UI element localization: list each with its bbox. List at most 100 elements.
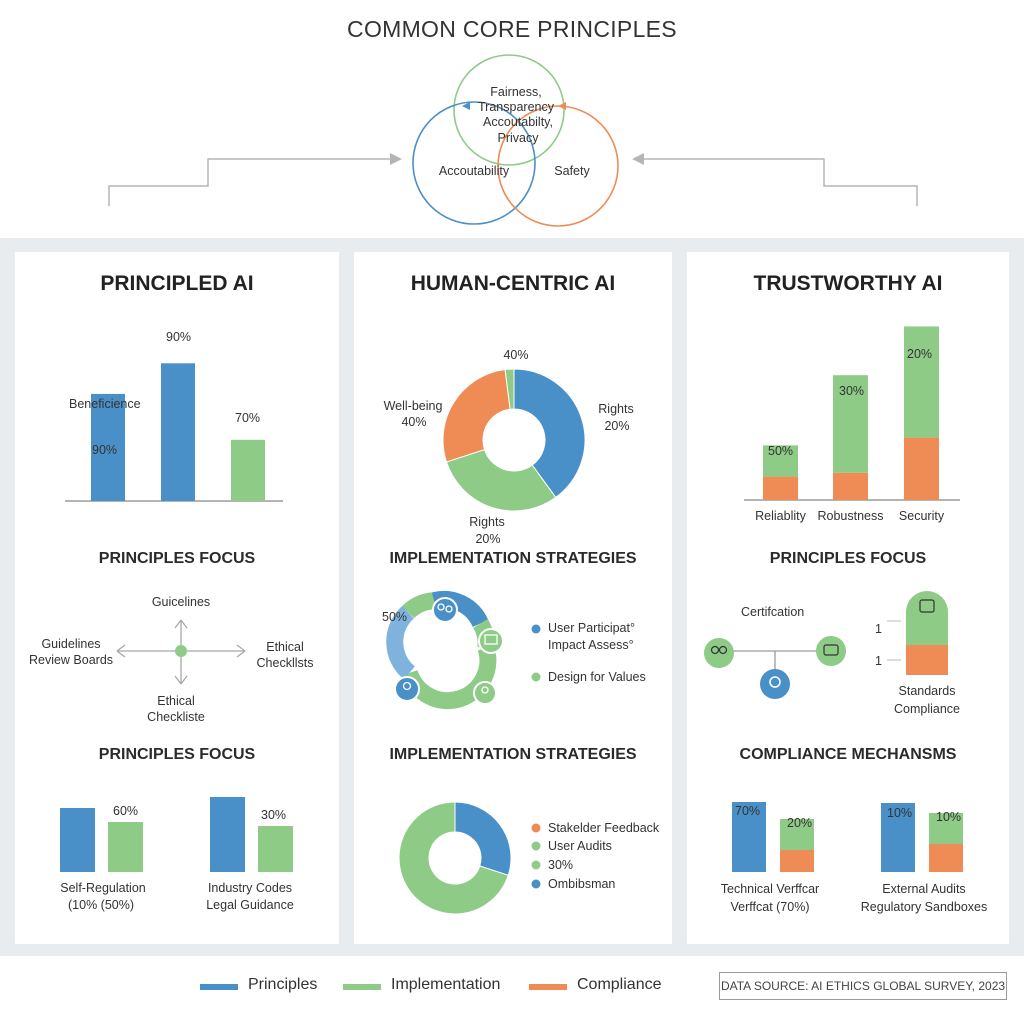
legend-dot-ombudsman <box>531 879 541 889</box>
beneficience-label: Beneficience <box>69 397 141 411</box>
group-1-implementation-bar <box>108 822 143 872</box>
bottom-group-2-caption-2: Legal Guidance <box>206 898 294 912</box>
comp-group-2-compliance-bar <box>929 844 963 872</box>
bottom-group-1-caption-2: (10% (50%) <box>68 898 134 912</box>
donut-slice-3 <box>442 369 511 463</box>
standards-caption-1: Standards <box>898 684 956 698</box>
venn-center-line-3: Accoutabilty, <box>483 115 553 129</box>
arrow-right-connector <box>642 158 918 206</box>
bottom-group-1-value: 60% <box>113 804 139 818</box>
venn-left-label: Accoutability <box>438 164 510 178</box>
compliance-label-1: 70% <box>735 804 761 818</box>
compliance-label-4: 10% <box>936 810 962 824</box>
panel-title: PRINCIPLED AI <box>100 272 254 295</box>
arrow-small-blue <box>462 102 470 110</box>
focus-arrow-left <box>116 644 126 658</box>
chat-icon <box>816 636 846 666</box>
data-source: DATA SOURCE: AI ETHICS GLOBAL SURVEY, 20… <box>719 972 1007 1000</box>
legend-swatch-principles <box>200 984 238 990</box>
legend-ombudsman: Ombibsman <box>548 877 616 891</box>
certification-label: Certifcation <box>741 605 805 619</box>
presentation-icon <box>478 628 504 654</box>
chart-principled-ai <box>60 363 293 872</box>
legend-dot-user-participation <box>531 624 541 634</box>
donut-bottom-label-1: Rights <box>469 515 505 529</box>
legend-user-participation: User Participat° <box>548 621 635 635</box>
impl-donut-slice-2 <box>398 801 509 915</box>
comp-group-1-compliance-bar <box>780 850 814 872</box>
certification-diagram <box>704 591 948 699</box>
category-label-3: Security <box>899 509 945 523</box>
stack-implementation-1 <box>763 445 798 477</box>
standards-caption-2: Compliance <box>893 702 961 716</box>
team-icon <box>704 638 734 668</box>
stack-compliance-3 <box>904 437 939 500</box>
implementation-strategies-title: IMPLEMENTATION STRATEGIES <box>389 550 637 567</box>
focus-bottom-label-2: Checkliste <box>147 710 205 724</box>
implementation-ring <box>386 590 541 889</box>
robustness-top-label: 30% <box>839 384 865 398</box>
donut-slice-2 <box>445 448 557 512</box>
principles-focus-title: PRINCIPLES FOCUS <box>98 550 256 567</box>
venn-circle-blue <box>412 101 536 225</box>
bottom-group-1-caption-1: Self-Regulation <box>60 881 146 895</box>
security-top-label: 20% <box>907 347 933 361</box>
panel-title: HUMAN-CENTRIC AI <box>410 272 616 295</box>
comp-group-2-principles-bar <box>881 803 915 872</box>
stack-compliance-1 <box>763 476 798 500</box>
panel-principled-ai: PRINCIPLED AI Beneficience 90% 90% 70% P… <box>15 252 339 944</box>
donut-left-label-2: 40% <box>401 415 427 429</box>
donut-right-label-1: Rights <box>598 402 634 416</box>
legend-compliance: Compliance <box>577 976 662 993</box>
impl-donut-slice-1 <box>454 801 512 876</box>
focus-left-label-2: Review Boards <box>28 653 114 667</box>
chart-trustworthy-ai: Reliablity Robustness Security <box>704 326 963 872</box>
legend-implementation: Implementation <box>391 976 501 993</box>
arrow-left-connector <box>108 158 392 206</box>
category-label-1: Reliablity <box>755 509 806 523</box>
tick-label-1: 1 <box>875 622 882 636</box>
legend-dot-user-audits <box>531 841 541 851</box>
capsule-green <box>906 591 948 645</box>
capsule-orange <box>906 645 948 675</box>
comp-group-2-implementation-bar <box>929 813 963 844</box>
focus-right-label-2: Checkllsts <box>256 656 314 670</box>
donut-slice-4 <box>504 368 515 410</box>
footer <box>0 956 1024 1024</box>
legend-user-audits: User Audits <box>548 839 612 853</box>
focus-right-label-1: Ethical <box>266 640 304 654</box>
venn-center-line-1: Fairness, <box>490 85 542 99</box>
legend-impact-assessment: Impact Assess° <box>548 638 634 652</box>
document-icon <box>919 599 935 613</box>
compliance-caption-1-2: Verffcat (70%) <box>730 900 810 914</box>
bar-1-value-label: 90% <box>92 443 118 457</box>
ring-segment-blue-left <box>386 605 416 680</box>
header-area: COMMON CORE PRINCIPLES Fairness, Transpa… <box>0 0 1024 238</box>
panel-title: TRUSTWORTHY AI <box>753 272 943 295</box>
bar-3-value-label: 70% <box>235 411 261 425</box>
bottom-group-2-caption-1: Industry Codes <box>207 881 293 895</box>
venn-center-line-4: Privacy <box>497 131 539 145</box>
legend-dot-design-values <box>531 672 541 682</box>
donut-slice-1 <box>513 368 586 499</box>
venn-right-label: Safety <box>554 164 590 178</box>
people-icon <box>432 597 458 623</box>
donut-left-label-1: Well-being <box>383 399 443 413</box>
venn-diagram <box>108 54 918 227</box>
bar-3 <box>231 439 265 501</box>
arrow-right-head <box>632 153 644 165</box>
focus-arrow-down <box>174 675 188 685</box>
bar-2-value-label: 90% <box>166 330 192 344</box>
arrow-left-head <box>390 153 402 165</box>
focus-bottom-label-1: Ethical <box>157 694 195 708</box>
comp-group-1-principles-bar <box>732 802 766 872</box>
stack-implementation-2 <box>833 375 868 473</box>
stack-implementation-3 <box>904 326 939 438</box>
group-2-principles-bar <box>210 797 245 872</box>
ring-segment-green-top <box>402 592 435 619</box>
donut-right-label-2: 20% <box>604 419 630 433</box>
legend-dot-stakeholder <box>531 823 541 833</box>
group-1-principles-bar <box>60 808 95 872</box>
implementation-strategies-title-2: IMPLEMENTATION STRATEGIES <box>389 746 637 763</box>
legend-design-for-values: Design for Values <box>548 670 646 684</box>
